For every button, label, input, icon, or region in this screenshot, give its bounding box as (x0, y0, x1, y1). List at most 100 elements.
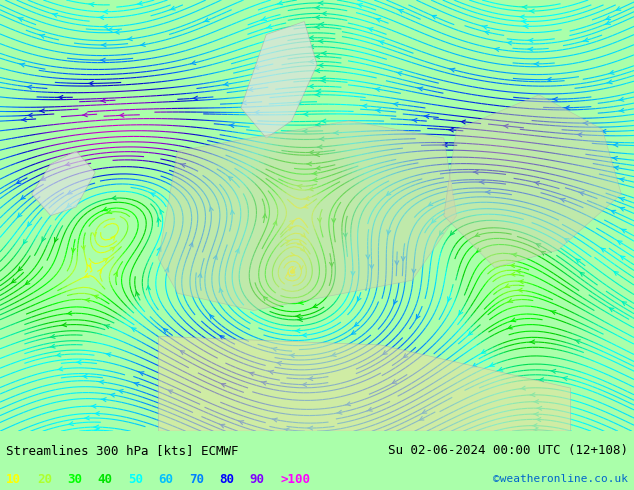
FancyArrowPatch shape (534, 412, 538, 416)
FancyArrowPatch shape (397, 72, 402, 75)
FancyArrowPatch shape (98, 269, 101, 273)
FancyArrowPatch shape (190, 243, 193, 247)
FancyArrowPatch shape (84, 416, 89, 420)
FancyArrowPatch shape (321, 119, 326, 123)
FancyArrowPatch shape (111, 236, 115, 240)
FancyArrowPatch shape (254, 66, 259, 69)
FancyArrowPatch shape (39, 34, 45, 38)
FancyArrowPatch shape (432, 15, 437, 19)
FancyArrowPatch shape (362, 104, 367, 108)
FancyArrowPatch shape (27, 85, 32, 89)
FancyArrowPatch shape (529, 9, 534, 13)
FancyArrowPatch shape (137, 1, 143, 5)
FancyArrowPatch shape (99, 380, 104, 384)
FancyArrowPatch shape (412, 269, 416, 273)
FancyArrowPatch shape (50, 335, 55, 338)
FancyArrowPatch shape (107, 210, 112, 214)
FancyArrowPatch shape (319, 137, 324, 141)
FancyArrowPatch shape (368, 27, 373, 31)
FancyArrowPatch shape (370, 265, 373, 269)
FancyArrowPatch shape (132, 328, 136, 332)
FancyArrowPatch shape (170, 6, 175, 10)
FancyArrowPatch shape (315, 166, 320, 170)
FancyArrowPatch shape (550, 311, 556, 314)
FancyArrowPatch shape (375, 109, 380, 113)
FancyArrowPatch shape (84, 298, 89, 302)
FancyArrowPatch shape (412, 119, 417, 122)
FancyArrowPatch shape (22, 118, 26, 122)
FancyArrowPatch shape (524, 24, 528, 28)
Text: 80: 80 (219, 473, 235, 486)
FancyArrowPatch shape (119, 113, 124, 117)
FancyArrowPatch shape (403, 354, 408, 358)
FancyArrowPatch shape (50, 344, 55, 348)
FancyArrowPatch shape (301, 233, 306, 237)
FancyArrowPatch shape (472, 363, 477, 367)
FancyArrowPatch shape (321, 79, 326, 83)
FancyArrowPatch shape (314, 25, 320, 29)
FancyArrowPatch shape (351, 331, 356, 334)
FancyArrowPatch shape (515, 270, 521, 273)
FancyArrowPatch shape (512, 253, 517, 257)
FancyArrowPatch shape (529, 340, 534, 344)
FancyArrowPatch shape (534, 181, 540, 185)
FancyArrowPatch shape (583, 38, 588, 42)
FancyArrowPatch shape (622, 229, 626, 233)
FancyArrowPatch shape (532, 424, 537, 428)
FancyArrowPatch shape (521, 20, 526, 24)
FancyArrowPatch shape (100, 58, 105, 62)
FancyArrowPatch shape (99, 16, 104, 20)
FancyArrowPatch shape (314, 153, 320, 157)
FancyArrowPatch shape (484, 31, 489, 34)
FancyArrowPatch shape (398, 9, 403, 13)
FancyArrowPatch shape (392, 380, 397, 383)
FancyArrowPatch shape (308, 187, 313, 191)
FancyArrowPatch shape (393, 102, 398, 106)
FancyArrowPatch shape (210, 315, 214, 319)
FancyArrowPatch shape (180, 164, 186, 167)
Text: 60: 60 (158, 473, 174, 486)
FancyArrowPatch shape (443, 143, 447, 147)
FancyArrowPatch shape (110, 247, 115, 251)
FancyArrowPatch shape (302, 333, 307, 337)
FancyArrowPatch shape (537, 406, 541, 410)
FancyArrowPatch shape (261, 17, 266, 21)
FancyArrowPatch shape (301, 247, 304, 251)
FancyArrowPatch shape (134, 382, 139, 386)
FancyArrowPatch shape (263, 214, 267, 218)
Text: 30: 30 (67, 473, 82, 486)
FancyArrowPatch shape (309, 45, 314, 49)
FancyArrowPatch shape (292, 267, 296, 271)
Polygon shape (158, 336, 571, 431)
FancyArrowPatch shape (248, 87, 253, 91)
FancyArrowPatch shape (517, 288, 522, 292)
Text: 90: 90 (250, 473, 265, 486)
FancyArrowPatch shape (58, 367, 63, 371)
FancyArrowPatch shape (614, 271, 618, 275)
FancyArrowPatch shape (214, 255, 217, 260)
FancyArrowPatch shape (564, 106, 569, 110)
FancyArrowPatch shape (619, 98, 624, 101)
FancyArrowPatch shape (297, 318, 302, 321)
FancyArrowPatch shape (106, 353, 111, 357)
Text: 70: 70 (189, 473, 204, 486)
FancyArrowPatch shape (229, 123, 234, 127)
FancyArrowPatch shape (316, 123, 320, 127)
FancyArrowPatch shape (254, 110, 259, 114)
FancyArrowPatch shape (181, 351, 184, 354)
FancyArrowPatch shape (314, 69, 320, 73)
FancyArrowPatch shape (318, 1, 323, 5)
FancyArrowPatch shape (235, 249, 239, 253)
FancyArrowPatch shape (375, 88, 380, 92)
FancyArrowPatch shape (387, 230, 391, 234)
FancyArrowPatch shape (302, 129, 307, 133)
FancyArrowPatch shape (552, 97, 557, 101)
FancyArrowPatch shape (238, 421, 243, 424)
FancyArrowPatch shape (11, 279, 16, 283)
FancyArrowPatch shape (21, 196, 25, 199)
FancyArrowPatch shape (321, 51, 327, 55)
FancyArrowPatch shape (575, 340, 580, 343)
FancyArrowPatch shape (309, 60, 314, 63)
Polygon shape (241, 22, 317, 138)
FancyArrowPatch shape (85, 273, 89, 277)
